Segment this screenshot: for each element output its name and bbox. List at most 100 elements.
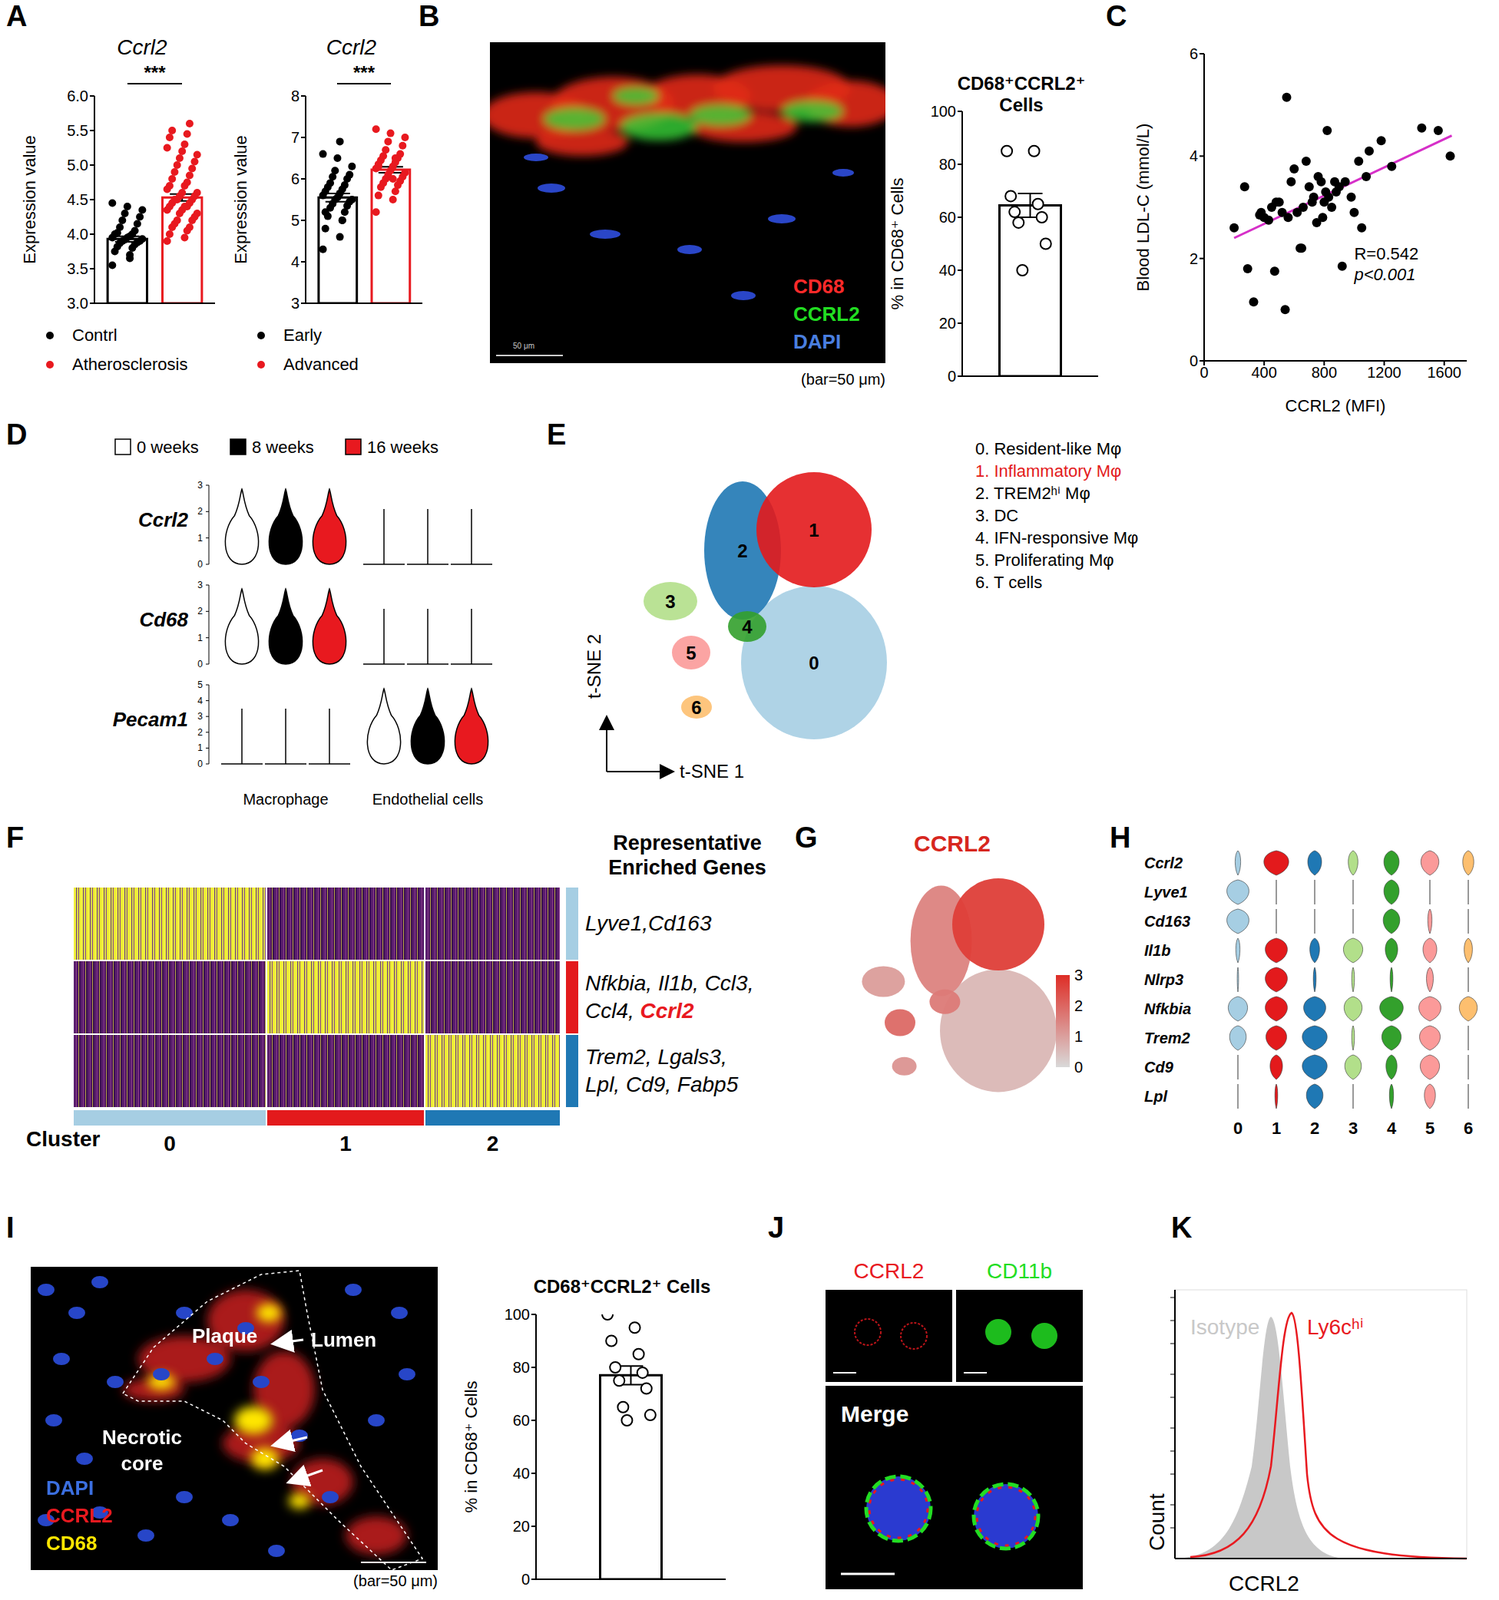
svg-text:1: 1: [808, 519, 819, 541]
svg-text:40: 40: [512, 1465, 530, 1483]
svg-text:1: 1: [197, 532, 203, 544]
svg-text:Lyve1: Lyve1: [1144, 883, 1188, 901]
svg-text:1: 1: [1271, 1118, 1281, 1139]
svg-text:1: 1: [197, 742, 203, 754]
svg-text:400: 400: [1250, 363, 1277, 381]
svg-text:3.0: 3.0: [66, 294, 89, 312]
svg-text:Cd163: Cd163: [1144, 913, 1191, 930]
svg-text:Ccrl2: Ccrl2: [1144, 854, 1183, 872]
svg-text:0: 0: [1233, 1118, 1243, 1139]
svg-text:Nlrp3: Nlrp3: [1144, 971, 1184, 989]
svg-text:Macrophage: Macrophage: [242, 790, 328, 808]
svg-text:% in CD68⁺ Cells: % in CD68⁺ Cells: [461, 1381, 481, 1514]
svg-text:Trem2: Trem2: [1144, 1029, 1191, 1047]
html-text:Merge: Merge: [840, 1401, 909, 1427]
svg-text:6: 6: [1189, 46, 1198, 63]
svg-text:6.0: 6.0: [66, 87, 89, 105]
svg-text:20: 20: [512, 1518, 530, 1536]
svg-text:Blood LDL-C (mmol/L): Blood LDL-C (mmol/L): [1133, 123, 1153, 292]
svg-text:2: 2: [1189, 250, 1198, 268]
svg-text:60: 60: [939, 208, 957, 226]
html-text:Necrotic core: Necrotic core: [102, 1426, 182, 1476]
svg-text:0: 0: [521, 1571, 530, 1589]
svg-text:8: 8: [291, 87, 300, 105]
svg-text:6: 6: [1463, 1118, 1473, 1139]
svg-text:16 weeks: 16 weeks: [367, 437, 439, 457]
svg-text:CCRL2 (MFI): CCRL2 (MFI): [1285, 396, 1387, 416]
svg-text:4: 4: [1189, 147, 1198, 165]
svg-text:5: 5: [1425, 1118, 1435, 1139]
svg-text:20: 20: [939, 314, 957, 332]
svg-text:1: 1: [197, 632, 203, 644]
svg-text:2: 2: [197, 605, 203, 617]
svg-text:Pecam1: Pecam1: [112, 708, 189, 732]
svg-text:3: 3: [197, 579, 203, 591]
svg-text:Ccrl2: Ccrl2: [138, 508, 189, 532]
html-text:Representative Enriched Genes: Representative Enriched Genes: [608, 831, 767, 880]
svg-text:0: 0: [947, 367, 957, 385]
html-text:CD68⁺CCRL2⁺ Cells: CD68⁺CCRL2⁺ Cells: [957, 72, 1086, 116]
svg-text:2: 2: [197, 506, 203, 517]
svg-text:60: 60: [512, 1412, 530, 1430]
svg-text:t-SNE 1: t-SNE 1: [679, 761, 745, 782]
svg-text:3: 3: [291, 294, 300, 312]
svg-text:Endothelial cells: Endothelial cells: [372, 790, 484, 808]
svg-text:4: 4: [197, 695, 203, 707]
svg-text:3: 3: [1074, 966, 1083, 984]
svg-text:7: 7: [291, 129, 300, 146]
svg-text:0: 0: [808, 652, 819, 674]
svg-text:4: 4: [741, 616, 753, 638]
svg-text:5: 5: [685, 642, 696, 664]
svg-text:CCRL2: CCRL2: [1228, 1571, 1300, 1596]
svg-text:5: 5: [197, 679, 203, 691]
svg-text:800: 800: [1311, 363, 1337, 381]
svg-text:80: 80: [512, 1359, 530, 1377]
svg-text:0: 0: [197, 559, 203, 570]
svg-text:0: 0: [1199, 363, 1208, 381]
svg-text:8 weeks: 8 weeks: [251, 437, 315, 457]
svg-text:100: 100: [930, 103, 957, 120]
html-text:CCRL2: CCRL2: [913, 830, 991, 857]
svg-text:5.0: 5.0: [66, 156, 89, 174]
svg-text:6: 6: [691, 697, 702, 719]
svg-text:Expression value: Expression value: [19, 135, 40, 265]
svg-text:4: 4: [291, 253, 300, 271]
svg-text:Count: Count: [1144, 1493, 1169, 1552]
svg-text:0 weeks: 0 weeks: [136, 437, 199, 457]
svg-text:0: 0: [197, 758, 203, 770]
svg-text:1600: 1600: [1426, 363, 1462, 381]
svg-text:Isotype: Isotype: [1190, 1315, 1260, 1340]
svg-text:3: 3: [1348, 1118, 1358, 1139]
svg-text:6: 6: [291, 170, 300, 188]
svg-text:Cd68: Cd68: [138, 608, 189, 632]
svg-text:Nfkbia: Nfkbia: [1144, 1000, 1192, 1018]
svg-text:0: 0: [197, 658, 203, 670]
svg-text:2: 2: [197, 727, 203, 738]
svg-text:2: 2: [1074, 997, 1083, 1015]
svg-text:3.5: 3.5: [66, 260, 89, 278]
svg-text:0: 0: [1189, 352, 1198, 370]
svg-text:4.0: 4.0: [66, 225, 89, 243]
svg-text:4: 4: [1386, 1118, 1397, 1139]
svg-text:Ly6cʰⁱ: Ly6cʰⁱ: [1307, 1315, 1364, 1340]
svg-text:1200: 1200: [1366, 363, 1402, 381]
svg-text:3: 3: [197, 479, 203, 491]
svg-text:2: 2: [1310, 1118, 1320, 1139]
svg-text:t-SNE 2: t-SNE 2: [583, 634, 605, 699]
svg-text:4.5: 4.5: [66, 191, 89, 209]
svg-text:1: 1: [1074, 1028, 1083, 1046]
svg-text:100: 100: [504, 1307, 530, 1324]
svg-text:Expression value: Expression value: [231, 135, 251, 265]
svg-text:2: 2: [737, 540, 748, 562]
svg-text:Cd9: Cd9: [1144, 1058, 1175, 1076]
svg-text:3: 3: [665, 591, 676, 613]
svg-text:% in CD68⁺ Cells: % in CD68⁺ Cells: [887, 178, 907, 311]
svg-text:Lpl: Lpl: [1144, 1088, 1168, 1106]
svg-text:40: 40: [939, 261, 957, 279]
svg-text:0: 0: [1074, 1058, 1083, 1076]
svg-text:5.5: 5.5: [66, 122, 89, 139]
svg-text:5: 5: [291, 211, 300, 229]
svg-text:3: 3: [197, 711, 203, 722]
svg-text:Il1b: Il1b: [1144, 942, 1171, 960]
svg-text:80: 80: [939, 155, 957, 173]
